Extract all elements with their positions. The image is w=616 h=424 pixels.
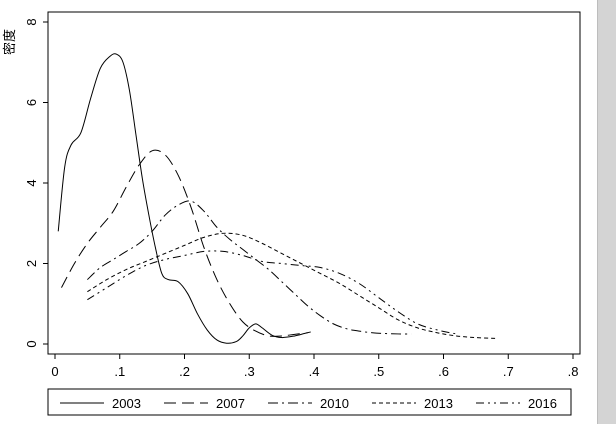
series-line-2007 [61, 149, 308, 337]
y-tick-label: 0 [24, 340, 39, 347]
legend: 2003 2007 2010 2013 2016 [47, 388, 572, 416]
legend-label-2007: 2007 [216, 396, 245, 411]
x-tick-label: 0 [51, 364, 58, 379]
window-scrollbar[interactable] [597, 0, 616, 424]
series-line-2016 [87, 250, 457, 335]
x-tick-label: .2 [179, 364, 190, 379]
legend-label-2003: 2003 [112, 396, 141, 411]
x-tick-label: .3 [244, 364, 255, 379]
x-tick-label: .8 [568, 364, 579, 379]
y-tick-label: 8 [24, 18, 39, 25]
legend-box [47, 388, 572, 416]
x-axis: 0 .1 .2 .3 .4 .5 .6 .7 .8 [51, 354, 578, 379]
x-tick-label: .5 [373, 364, 384, 379]
series-line-2013 [87, 232, 496, 339]
x-tick-label: .6 [438, 364, 449, 379]
y-tick-label: 6 [24, 99, 39, 106]
y-axis-label: 密度 [2, 29, 17, 55]
series-layer [57, 53, 496, 344]
series-line-2003 [57, 53, 311, 344]
legend-label-2010: 2010 [320, 396, 349, 411]
y-tick-label: 2 [24, 260, 39, 267]
y-axis: 0 2 4 6 8 [24, 18, 48, 348]
series-line-2010 [87, 200, 412, 335]
plot-frame [47, 11, 581, 355]
legend-label-2013: 2013 [424, 396, 453, 411]
x-tick-label: .4 [309, 364, 320, 379]
legend-label-2016: 2016 [528, 396, 557, 411]
y-tick-label: 4 [24, 179, 39, 186]
x-tick-label: .7 [503, 364, 514, 379]
x-tick-label: .1 [114, 364, 125, 379]
